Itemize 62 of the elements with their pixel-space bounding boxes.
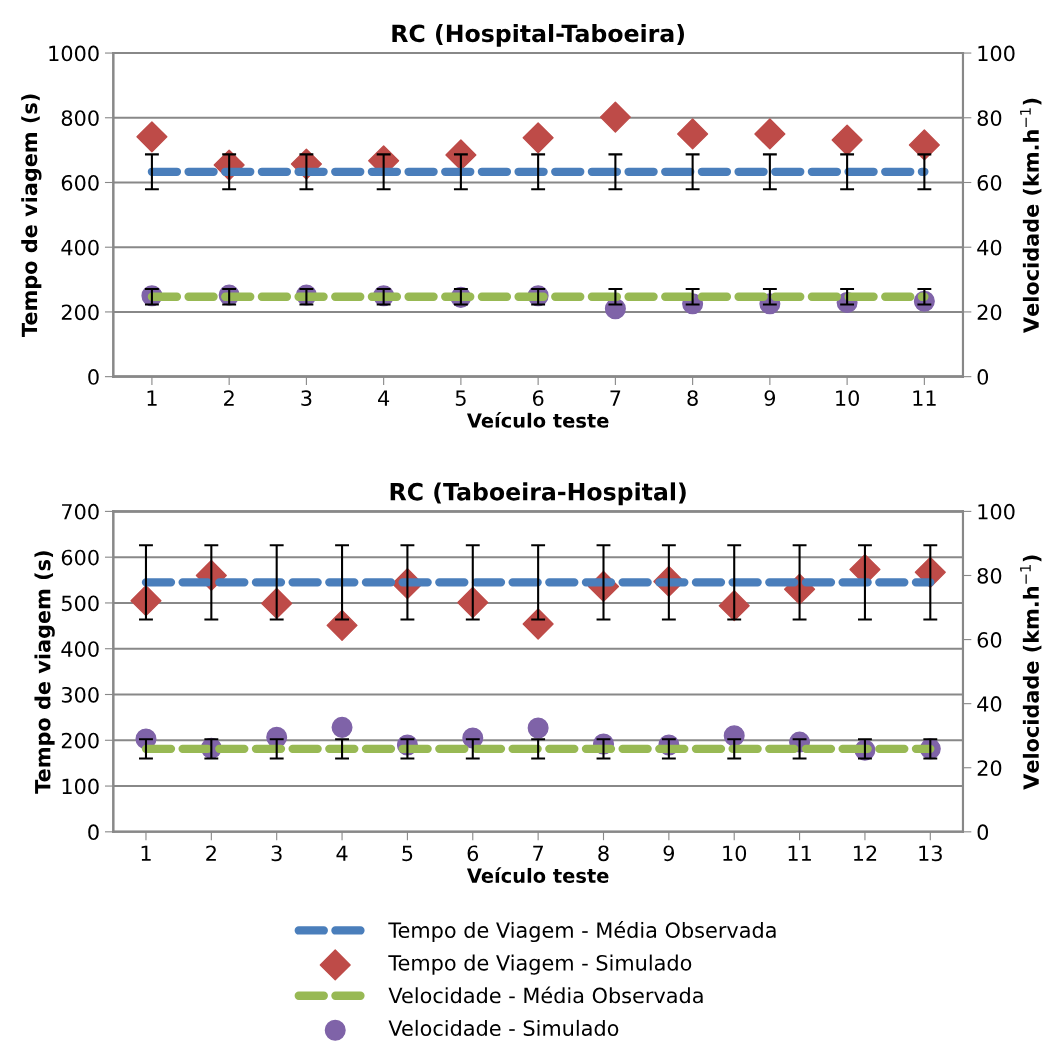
y2-tick-label: 60 <box>977 632 1002 648</box>
y2-tick-label: 80 <box>977 110 1002 126</box>
y-tick-label: 0 <box>88 824 99 841</box>
x-tick-label: 8 <box>598 845 609 862</box>
x-tick-label: 3 <box>271 845 282 862</box>
x-tick-label: 2 <box>206 845 216 861</box>
y-tick-label: 400 <box>61 641 99 657</box>
legend-label: Velocidade - Simulado <box>388 1019 619 1037</box>
y2-tick-label: 20 <box>977 304 1002 321</box>
x-tick-label: 12 <box>853 845 877 861</box>
y-tick-label: 800 <box>61 110 99 126</box>
x-tick-label: 7 <box>610 390 621 406</box>
y2-tick-label: 100 <box>978 503 1015 520</box>
x-tick-label: 8 <box>687 390 698 406</box>
y2-tick-label: 0 <box>977 824 989 841</box>
x-tick-label: 5 <box>455 390 466 406</box>
x-tick-label: 3 <box>301 390 312 406</box>
x-tick-label: 11 <box>913 390 936 406</box>
x-tick-label: 11 <box>788 845 811 861</box>
x-tick-label: 4 <box>378 390 390 406</box>
y-axis-title: Tempo de viagem (s) <box>21 94 42 337</box>
y-tick-label: 100 <box>62 778 99 795</box>
y2-axis-title: Velocidade (km.h$^{−1}$) <box>1020 98 1042 333</box>
y-tick-label: 600 <box>61 549 99 566</box>
y-tick-label: 0 <box>88 369 99 385</box>
y-tick-label: 300 <box>61 686 99 703</box>
x-tick-label: 5 <box>402 845 413 862</box>
x-axis-title: Veículo teste <box>466 412 609 428</box>
y-axis-title: Tempo de viagem (s) <box>34 551 55 794</box>
x-tick-label: 6 <box>467 845 479 862</box>
x-tick-label: 4 <box>336 845 348 861</box>
y2-tick-label: 60 <box>977 174 1002 191</box>
y2-tick-label: 100 <box>978 45 1015 62</box>
chart-title: RC (Hospital-Taboeira) <box>392 24 684 47</box>
legend-label: Tempo de Viagem - Média Observada <box>388 921 776 943</box>
y2-tick-label: 80 <box>977 567 1002 584</box>
y2-axis-title: Velocidade (km.h$^{−1}$) <box>1020 555 1042 790</box>
x-tick-label: 2 <box>224 390 234 406</box>
x-axis-title: Veículo teste <box>466 867 609 884</box>
y-tick-label: 200 <box>61 732 99 749</box>
x-tick-label: 6 <box>532 390 544 406</box>
y2-tick-label: 0 <box>977 369 989 385</box>
x-tick-label: 9 <box>764 390 776 406</box>
y-tick-label: 400 <box>61 239 99 256</box>
x-tick-label: 1 <box>147 390 157 406</box>
legend-label: Velocidade - Média Observada <box>388 986 703 1004</box>
y2-tick-label: 40 <box>977 696 1002 712</box>
y-tick-label: 500 <box>61 595 99 612</box>
chart-title: RC (Taboeira-Hospital) <box>390 482 686 506</box>
x-tick-label: 13 <box>919 845 942 862</box>
y-tick-label: 600 <box>61 174 99 191</box>
y-tick-label: 200 <box>61 304 99 321</box>
x-tick-label: 10 <box>836 390 859 406</box>
y2-tick-label: 20 <box>977 760 1002 776</box>
x-tick-label: 10 <box>723 845 747 862</box>
y-tick-label: 1000 <box>49 45 99 62</box>
y-tick-label: 700 <box>62 503 99 520</box>
y2-tick-label: 40 <box>977 239 1002 256</box>
x-tick-label: 7 <box>533 845 543 861</box>
x-tick-label: 9 <box>663 845 675 862</box>
legend-label: Tempo de Viagem - Simulado <box>388 954 692 975</box>
x-tick-label: 1 <box>141 845 151 861</box>
